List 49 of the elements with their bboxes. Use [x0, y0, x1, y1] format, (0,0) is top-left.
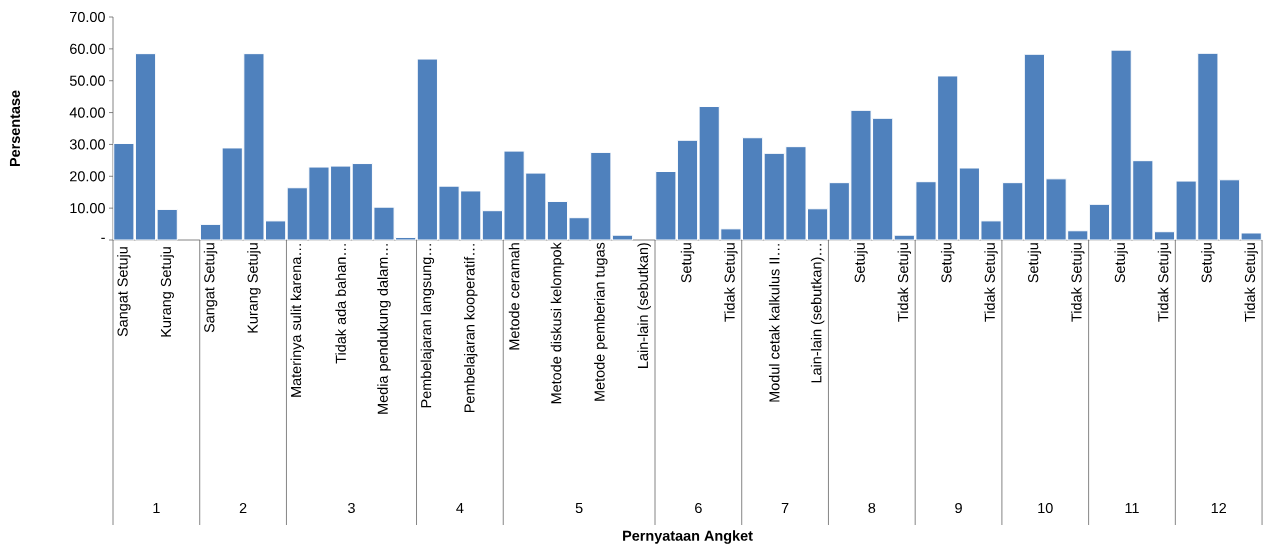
x-tick-label: Kurang Setuju — [247, 243, 261, 333]
x-tick-label: Setuju — [680, 243, 695, 283]
x-axis-title: 1 — [153, 503, 160, 513]
x-tick-label: Setuju — [854, 243, 868, 283]
x-axis-title: 12 — [1211, 502, 1226, 514]
x-axis-title: 5 — [575, 502, 583, 514]
x-tick-label: Setuju — [1201, 243, 1215, 283]
x-tick-label: Lain-lain (sebutkan)… — [810, 244, 825, 383]
x-tick-label: Sangat Setuju — [203, 243, 218, 333]
x-axis-title: 11 — [1125, 503, 1139, 513]
x-tick-label: Tidak ada bahan… — [335, 244, 346, 364]
y-tick-label: 20.00 — [70, 171, 105, 182]
y-tick-label: 40.00 — [69, 107, 105, 118]
x-tick-label: Metode diskusi kelompok — [550, 242, 565, 404]
x-tick-label: Metode pemberian tugas — [594, 242, 608, 401]
x-axis-title: 3 — [348, 502, 355, 514]
x-tick-label: Materinya sulit karena… — [290, 244, 305, 397]
x-axis-title: 9 — [955, 502, 962, 514]
text: Pernyataan Angket — [623, 530, 753, 544]
x-tick-label: Setuju — [1027, 243, 1042, 283]
y-tick-label: - — [101, 237, 105, 239]
x-tick-label: Tidak Setuju — [984, 243, 998, 322]
x-tick-label: Media pendukung dalam… — [377, 244, 391, 414]
x-axis-title: 10 — [1038, 502, 1053, 514]
x-axis-title: 8 — [868, 502, 876, 514]
x-axis-title: 2 — [239, 502, 247, 514]
y-tick-label: 10.00 — [70, 203, 105, 214]
y-tick-label: 50.00 — [69, 75, 105, 86]
x-axis-title: 4 — [456, 503, 464, 513]
y-axis-title: Persentase — [9, 90, 21, 167]
x-tick-label: Tidak Setuju — [724, 243, 738, 322]
x-tick-label: Tidak Setuju — [1244, 243, 1258, 322]
y-tick-label: 70.00 — [70, 11, 105, 23]
x-axis-title: 6 — [695, 502, 702, 514]
y-tick-label: 60.00 — [70, 43, 105, 54]
x-tick-label: Pembelajaran kooperatif… — [463, 244, 478, 413]
x-tick-label: Sangat Setuju — [117, 247, 131, 337]
x-tick-label: Kurang Setuju — [160, 247, 174, 337]
x-tick-label: Metode ceramah — [508, 243, 520, 350]
x-tick-label: Modul cetak kalkulus II… — [768, 244, 780, 402]
x-axis-title: 7 — [781, 503, 789, 513]
x-tick-label: Setuju — [940, 243, 955, 283]
x-tick-label: Setuju — [1114, 243, 1128, 283]
x-tick-label: Tidak Setuju — [1071, 243, 1085, 322]
x-tick-label: Tidak Setuju — [897, 243, 912, 322]
y-tick-label: 30.00 — [69, 139, 105, 150]
x-tick-label: Tidak Setuju — [1157, 243, 1172, 322]
x-tick-label: Lain-lain (sebutkan) — [637, 243, 651, 368]
x-tick-label: Pembelajaran langsung… — [420, 244, 435, 408]
